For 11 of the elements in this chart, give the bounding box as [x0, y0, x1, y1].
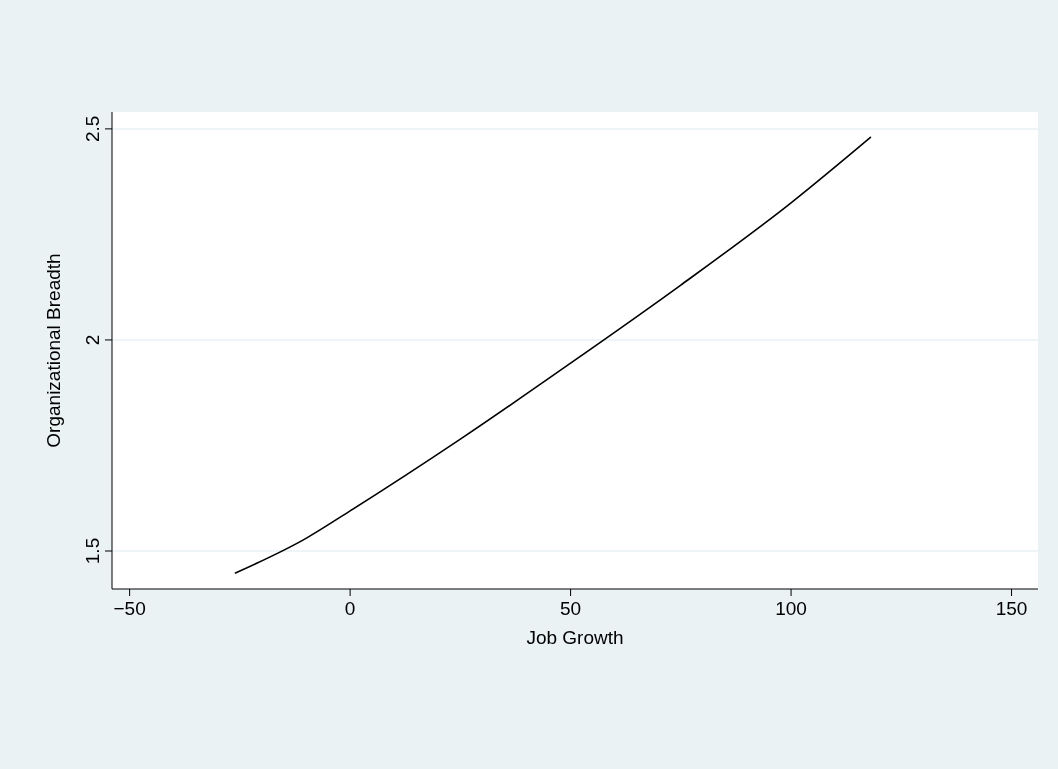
y-axis-title: Organizational Breadth — [43, 253, 64, 448]
x-axis-title: Job Growth — [526, 627, 624, 648]
x-tick-label: 150 — [995, 598, 1028, 619]
x-tick-label: 50 — [560, 598, 582, 619]
x-tick-label: 100 — [775, 598, 807, 619]
y-tick-label: 2 — [82, 334, 103, 346]
line-series — [234, 136, 872, 574]
x-tick-label: −50 — [113, 598, 146, 619]
y-tick-label: 1.5 — [82, 537, 103, 565]
y-tick-label: 2.5 — [82, 115, 103, 143]
x-tick-label: 0 — [344, 598, 356, 619]
